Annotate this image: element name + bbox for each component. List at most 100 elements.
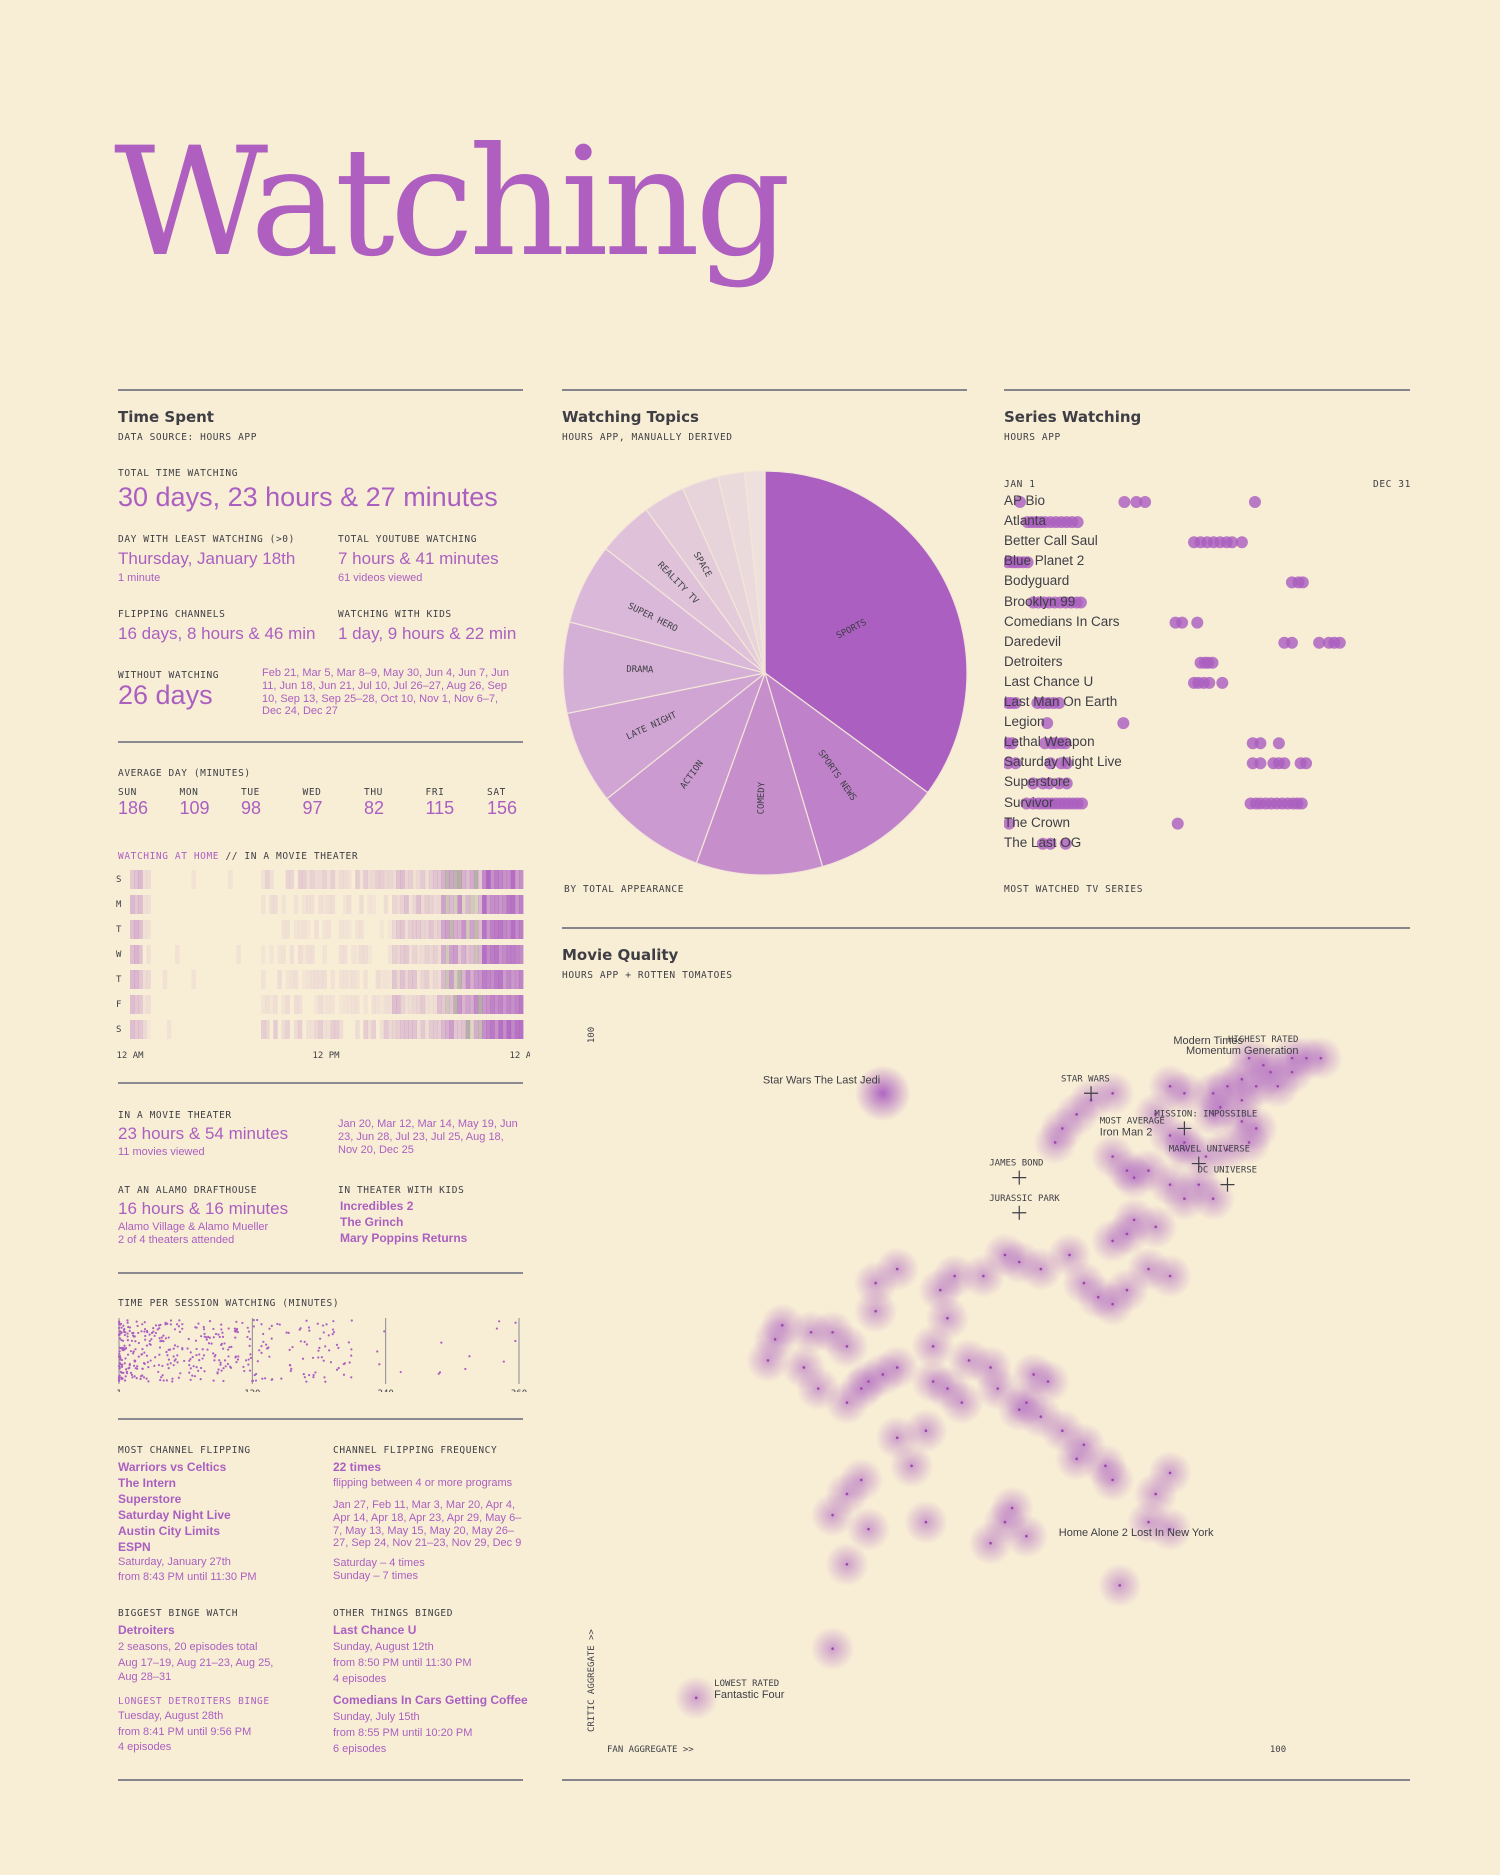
binge-label: BIGGEST BINGE WATCH [118,1608,239,1619]
session-dot [305,1319,308,1322]
movie-point [1039,1415,1043,1418]
session-dot [245,1359,248,1362]
session-dot [117,1326,121,1330]
heatmap-cell [330,995,336,1014]
heatmap-cell [445,945,450,964]
session-dot [119,1356,122,1360]
series-episode-dot [1053,697,1066,709]
heatmap-cell [465,970,471,989]
session-dot [301,1357,305,1360]
movie-point [831,1647,834,1650]
session-dot [160,1376,163,1379]
alamo-sub2: 2 of 4 theaters attended [118,1234,235,1246]
theater-sub: 11 movies viewed [118,1146,205,1158]
heatmap-cell [416,920,422,939]
movie-point [1003,1253,1007,1257]
heatmap-cell [273,895,278,914]
movie-point [1032,1373,1035,1376]
heatmap-cell [514,870,520,889]
heatmap-cell [306,1020,311,1039]
heatmap-cell [482,895,487,914]
session-dot [263,1377,267,1380]
heatmap-cell [473,1020,479,1039]
heatmap-cell [146,970,151,989]
heatmap-cell [502,870,508,889]
heatmap-cell [441,870,446,889]
session-dot [266,1347,269,1350]
heatmap-cell [281,995,286,1014]
heatmap-cell [346,870,352,889]
heatmap-cell [326,995,331,1014]
heatmap-cell [518,1020,524,1039]
heatmap-cell [281,895,286,914]
mcf-list: Warriors vs Celtics The Intern Superstor… [118,1459,231,1555]
session-dot [127,1325,130,1329]
heatmap-cell [494,1020,499,1039]
session-dot [133,1335,136,1338]
session-dot [229,1365,232,1368]
session-dot [214,1332,218,1336]
session-dot [203,1335,206,1338]
heatmap-cell [477,970,483,989]
series-name: Blue Planet 2 [1004,553,1085,569]
heatmap-cell [355,870,360,889]
topics-title: Watching Topics [562,408,699,426]
heatmap-cell [396,945,401,964]
franchise-label: MARVEL UNIVERSE [1169,1145,1250,1155]
heatmap-cell [400,870,405,889]
movie-point [1096,1295,1100,1299]
session-dot [137,1331,140,1335]
session-dot [220,1342,223,1345]
heatmap-cell [461,1020,467,1039]
session-dot [161,1364,164,1368]
heatmap-cell [314,995,319,1014]
session-dot [289,1364,292,1367]
session-dot [131,1334,135,1337]
session-dot [495,1327,498,1330]
movie-point [1075,1457,1078,1461]
heatmap-cell [375,970,381,989]
heatmap-cell [518,970,524,989]
session-dot [165,1350,168,1354]
movie-point [1319,1056,1323,1060]
heatmap-cell [289,945,295,964]
heatmap-cell [277,970,282,989]
heatmap-cell [510,1020,516,1039]
heatmap-cell [355,995,360,1014]
heatmap-cell [445,895,450,914]
session-dot [167,1336,170,1339]
heatmap-cell [404,945,409,964]
heatmap-cell [449,895,454,914]
heatmap-tick-label: 12 PM [312,1051,340,1061]
avg-label: AVERAGE DAY (MINUTES) [118,768,251,779]
heatmap-cell [297,870,303,889]
series-name: Legion [1004,714,1045,730]
heatmap-cell [437,945,442,964]
heatmap-cell [453,945,458,964]
divider [562,389,967,391]
franchise-label: STAR WARS [1061,1074,1110,1084]
heatmap-cell [445,970,450,989]
movie-point [781,1323,784,1327]
heatmap-cell [490,945,495,964]
franchise-label: JAMES BOND [989,1159,1043,1169]
series-name: Last Chance U [1004,673,1094,689]
session-dot [322,1359,325,1362]
session-dot [132,1352,135,1355]
heatmap-cell [465,870,471,889]
heatmap-cell [437,895,442,914]
movie-point [1068,1253,1071,1257]
heatmap-cell [326,870,331,889]
session-dot [322,1331,325,1334]
session-dot [181,1346,184,1350]
heatmap-cell [498,1020,503,1039]
movie-point [1204,1155,1208,1158]
session-dot [376,1350,379,1353]
session-dot [120,1371,123,1374]
divider [1004,389,1410,391]
heatmap-cell [306,970,311,989]
heatmap-cell [142,1020,147,1039]
session-dot [118,1346,121,1349]
x-axis-label: FAN AGGREGATE >> [607,1745,694,1755]
movie-point [1211,1091,1215,1095]
